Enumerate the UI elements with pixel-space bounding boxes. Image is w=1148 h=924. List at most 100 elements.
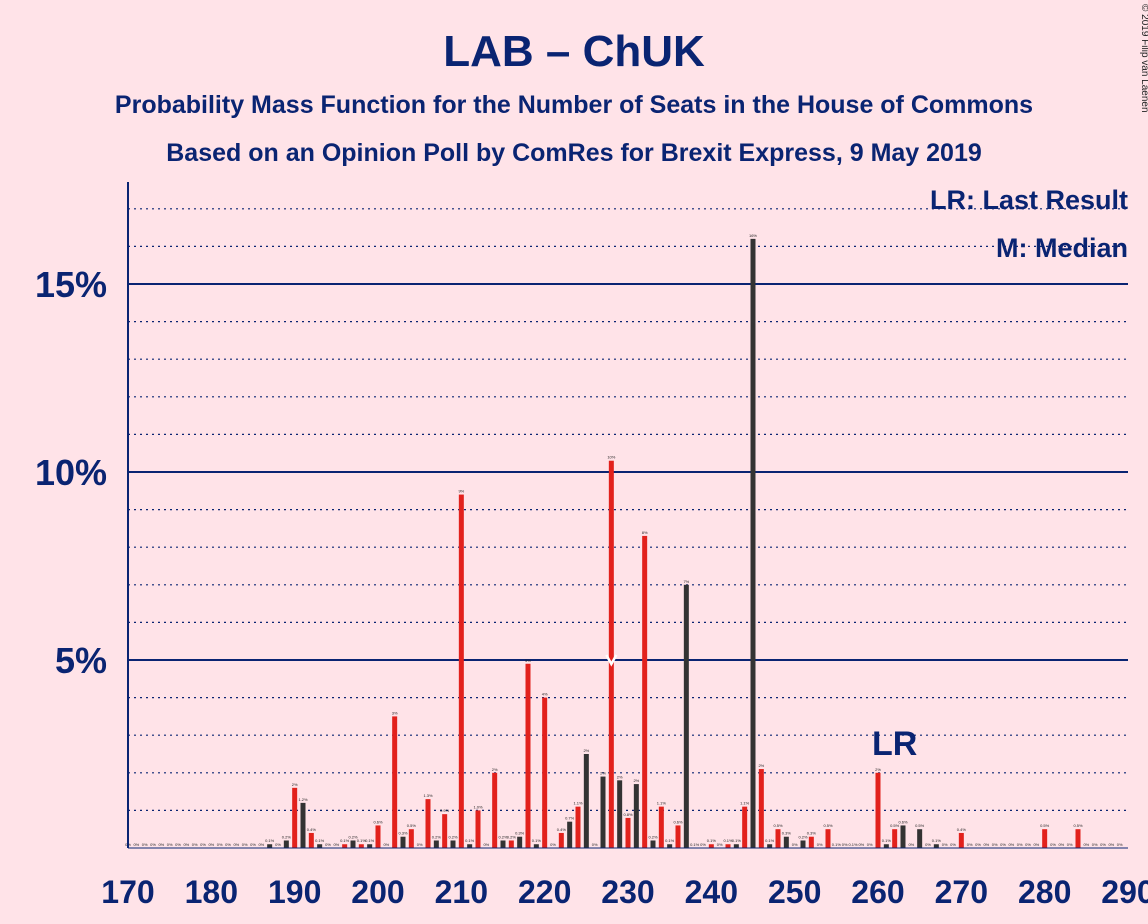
bar-lab-218 — [525, 663, 531, 848]
bar-label-250: 0% — [792, 842, 798, 847]
bar-series — [267, 238, 1081, 848]
bar-label-177: 0% — [183, 842, 189, 847]
bar-label-277: 0% — [1017, 842, 1023, 847]
bar-label-176: 0% — [175, 842, 181, 847]
bar-lab-192 — [308, 832, 314, 848]
y-tick-label: 10% — [35, 452, 107, 493]
bar-chuk-233 — [650, 840, 656, 848]
bar-chuk-215 — [500, 840, 506, 848]
bar-label-257: 0.1% — [848, 842, 858, 847]
bar-label-253: 0% — [817, 842, 823, 847]
bar-chuk-261 — [883, 844, 889, 848]
bar-label-231: 2% — [633, 778, 639, 783]
bar-lab-210 — [458, 494, 464, 848]
bar-label-179: 0% — [200, 842, 206, 847]
bar-chuk-251 — [800, 840, 806, 848]
bar-label-209: 0.2% — [448, 834, 458, 839]
bar-chuk-265 — [917, 829, 923, 848]
bar-label-193: 0.1% — [315, 838, 325, 843]
x-tick-label: 290 — [1101, 874, 1148, 910]
bar-lab-206 — [425, 799, 431, 848]
bar-label-197: 0.2% — [348, 834, 358, 839]
bar-chuk-263 — [900, 825, 906, 848]
bar-label-274: 0% — [992, 842, 998, 847]
bar-chuk-187 — [267, 844, 273, 848]
bar-label-282: 0% — [1058, 842, 1064, 847]
bar-lab-216 — [508, 840, 514, 848]
bar-label-214: 2% — [492, 767, 498, 772]
bar-label-205: 0% — [417, 842, 423, 847]
bar-lab-254 — [825, 829, 831, 848]
chart-subtitle-1: Probability Mass Function for the Number… — [115, 91, 1033, 119]
bar-chuk-231 — [633, 784, 639, 848]
axes — [127, 182, 1128, 849]
bar-label-174: 0% — [158, 842, 164, 847]
bar-label-255: 0.1% — [832, 842, 842, 847]
bar-label-215: 0.2% — [498, 834, 508, 839]
bar-chuk-199 — [367, 844, 373, 848]
bar-label-262: 0.5% — [890, 823, 900, 828]
bar-label-247: 0.1% — [765, 838, 775, 843]
bar-label-172: 0% — [142, 842, 148, 847]
bar-label-267: 0.1% — [932, 838, 942, 843]
legend-median: M: Median — [996, 233, 1128, 263]
bar-label-265: 0.5% — [915, 823, 925, 828]
bar-label-264: 0% — [908, 842, 914, 847]
bar-lab-202 — [392, 716, 398, 848]
bar-label-261: 0.1% — [882, 838, 892, 843]
bar-label-190: 2% — [292, 782, 298, 787]
bar-label-258: 0% — [858, 842, 864, 847]
bar-chuk-225 — [583, 754, 589, 848]
bar-chuk-191 — [300, 802, 306, 848]
bar-lab-198 — [358, 844, 364, 848]
x-axis-ticks: 170 180 190 200 210 220 230 240 250 260 270 280 290 — [101, 874, 1148, 910]
x-tick-label: 170 — [101, 874, 154, 910]
bar-label-281: 0% — [1050, 842, 1056, 847]
bar-label-211: 0.1% — [465, 838, 475, 843]
bar-chuk-197 — [350, 840, 356, 848]
bar-label-273: 0% — [983, 842, 989, 847]
bar-label-195: 0% — [333, 842, 339, 847]
bar-label-221: 0% — [550, 842, 556, 847]
bar-label-184: 0% — [242, 842, 248, 847]
bar-label-171: 0% — [133, 842, 139, 847]
bar-lab-220 — [542, 697, 548, 848]
bar-label-234: 1.1% — [657, 801, 667, 806]
bar-lab-222 — [558, 832, 564, 848]
last-result-label: LR — [872, 725, 917, 763]
bar-label-227: 2% — [600, 771, 606, 776]
bar-label-259: 0% — [867, 842, 873, 847]
bar-label-275: 0% — [1000, 842, 1006, 847]
bar-label-207: 0.2% — [432, 834, 442, 839]
bar-label-202: 3% — [392, 710, 398, 715]
bar-label-187: 0.1% — [265, 838, 275, 843]
bar-label-178: 0% — [192, 842, 198, 847]
bar-lab-212 — [475, 810, 481, 848]
bar-lab-280 — [1042, 829, 1048, 848]
y-tick-label: 5% — [55, 640, 107, 681]
bar-label-256: 0% — [842, 842, 848, 847]
bar-label-213: 0% — [483, 842, 489, 847]
y-tick-label: 15% — [35, 264, 107, 305]
bar-lab-284 — [1075, 829, 1081, 848]
bar-chuk-247 — [767, 844, 773, 848]
bar-label-180: 0% — [208, 842, 214, 847]
bar-label-276: 0% — [1008, 842, 1014, 847]
bar-label-287: 0% — [1100, 842, 1106, 847]
y-axis-ticks: 5% 10% 15% — [35, 264, 107, 681]
bar-lab-270 — [958, 832, 964, 848]
bar-label-200: 0.6% — [373, 819, 383, 824]
bar-label-286: 0% — [1092, 842, 1098, 847]
x-tick-label: 250 — [768, 874, 821, 910]
bar-label-222: 0.4% — [557, 827, 567, 832]
bar-label-217: 0.3% — [515, 831, 525, 836]
bar-label-181: 0% — [217, 842, 223, 847]
bar-label-208: 0.9% — [440, 808, 450, 813]
legend-last-result: LR: Last Result — [930, 185, 1128, 215]
x-tick-label: 240 — [685, 874, 738, 910]
bar-label-228: 10% — [607, 455, 615, 460]
bar-label-233: 0.2% — [648, 834, 658, 839]
x-tick-label: 230 — [601, 874, 654, 910]
bar-label-240: 0.1% — [707, 838, 717, 843]
